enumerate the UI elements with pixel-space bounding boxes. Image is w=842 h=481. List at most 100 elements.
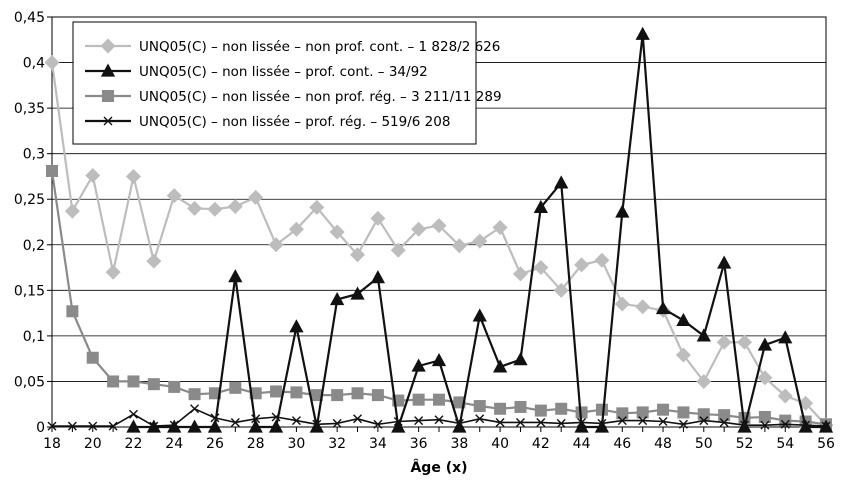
data-point: [717, 255, 732, 269]
legend-item: UNQ05(C) – non lissée – non prof. cont. …: [85, 38, 500, 55]
data-point: [248, 419, 263, 433]
data-point: [616, 407, 629, 420]
y-tick-label: 0,15: [14, 283, 45, 299]
data-point: [513, 352, 528, 366]
data-point: [310, 389, 323, 402]
data-point: [373, 419, 383, 429]
data-point: [638, 416, 648, 426]
data-point: [249, 387, 262, 400]
data-point: [757, 337, 773, 351]
data-point: [452, 419, 467, 433]
data-point: [495, 417, 505, 427]
x-tick-label: 32: [328, 436, 346, 452]
data-point: [595, 403, 608, 416]
data-point: [146, 253, 162, 269]
data-point: [553, 282, 569, 298]
data-point: [818, 419, 834, 433]
data-point: [431, 352, 447, 367]
data-point: [760, 420, 770, 430]
data-point: [188, 388, 201, 401]
y-tick-label: 0,1: [23, 329, 45, 345]
legend-marker: [103, 116, 113, 126]
data-point: [758, 410, 771, 423]
data-point: [533, 260, 549, 276]
x-tick-label: 56: [817, 436, 835, 452]
data-point: [696, 328, 711, 342]
data-point: [370, 210, 386, 226]
x-tick-label: 36: [410, 436, 428, 452]
data-point: [390, 242, 406, 258]
data-point: [718, 409, 731, 422]
data-point: [615, 204, 630, 218]
legend-label: UNQ05(C) – non lissée – prof. rég. – 519…: [139, 114, 450, 130]
y-tick-label: 0,3: [23, 147, 45, 163]
data-point: [414, 416, 424, 426]
data-point: [270, 385, 283, 398]
y-tick-label: 0,05: [14, 374, 45, 390]
data-point: [370, 270, 386, 284]
series-2: [126, 26, 834, 433]
data-point: [778, 330, 793, 344]
data-point: [492, 219, 508, 235]
data-point: [475, 414, 485, 424]
data-point: [108, 421, 118, 431]
data-point: [331, 389, 344, 402]
data-point: [230, 417, 240, 427]
data-point: [167, 419, 182, 433]
data-point: [678, 419, 688, 429]
data-point: [472, 308, 487, 322]
y-tick-label: 0,2: [23, 238, 45, 254]
data-point: [636, 406, 649, 419]
series-group: [44, 26, 834, 433]
x-tick-label: 38: [450, 436, 468, 452]
data-point: [555, 402, 568, 415]
data-point: [716, 334, 732, 350]
legend-label: UNQ05(C) – non lissée – non prof. cont. …: [139, 39, 500, 55]
data-point: [534, 404, 547, 417]
data-point: [332, 418, 342, 428]
data-point: [248, 189, 264, 205]
x-tick-label: 46: [613, 436, 631, 452]
data-point: [125, 168, 141, 184]
x-tick-label: 52: [736, 436, 754, 452]
data-point: [556, 418, 566, 428]
data-point: [536, 417, 546, 427]
data-point: [514, 400, 527, 413]
x-axis-label: Âge (x): [410, 459, 467, 476]
data-point: [411, 221, 427, 237]
data-point: [737, 419, 752, 433]
data-point: [658, 417, 668, 427]
data-point: [798, 419, 813, 433]
legend-marker: [100, 63, 116, 77]
data-point: [737, 334, 753, 350]
data-point: [166, 188, 182, 204]
data-point: [635, 26, 650, 40]
data-point: [353, 414, 363, 424]
data-point: [779, 414, 792, 427]
data-point: [66, 305, 79, 318]
data-point: [289, 319, 304, 333]
legend: UNQ05(C) – non lissée – non prof. cont. …: [72, 21, 502, 145]
series-line: [50, 170, 827, 426]
data-point: [371, 389, 384, 402]
x-tick-label: 54: [776, 436, 794, 452]
series-line: [52, 408, 827, 427]
data-point: [494, 402, 507, 415]
data-point: [291, 416, 301, 426]
x-tick-label: 18: [43, 436, 61, 452]
legend-marker: [100, 38, 116, 54]
data-point: [675, 347, 691, 363]
legend-label: UNQ05(C) – non lissée – prof. cont. – 34…: [139, 64, 428, 80]
data-point: [268, 237, 284, 253]
data-point: [127, 375, 140, 388]
legend-item: UNQ05(C) – non lissée – prof. rég. – 519…: [85, 114, 450, 130]
x-tick-label: 22: [125, 436, 143, 452]
data-point: [554, 175, 569, 189]
data-point: [229, 381, 242, 394]
data-point: [617, 416, 627, 426]
data-point: [574, 419, 589, 433]
x-tick-label: 30: [288, 436, 306, 452]
data-point: [288, 221, 304, 237]
x-tick-label: 42: [532, 436, 550, 452]
data-point: [309, 199, 325, 215]
